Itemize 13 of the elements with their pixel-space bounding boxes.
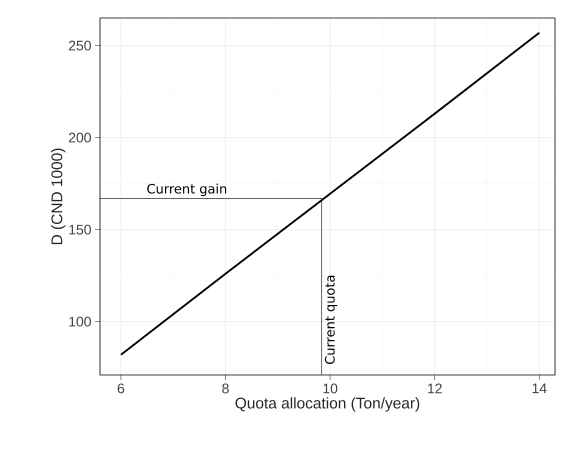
y-tick-label: 150 [69,224,91,235]
x-axis-title: Quota allocation (Ton/year) [236,397,420,412]
y-axis-title: D (CND 1000) [50,148,66,244]
x-tick-label: 14 [532,384,547,394]
x-tick-label: 8 [222,383,229,394]
ref-line-label: Current gain [147,184,226,196]
y-tick-label: 250 [68,40,91,51]
y-tick-label: 100 [69,316,91,327]
ref-line-label: Current quota [324,276,338,364]
y-tick-label: 200 [68,132,91,143]
x-tick-label: 6 [118,383,124,394]
x-tick-label: 12 [428,383,442,394]
x-tick-label: 10 [323,383,338,394]
